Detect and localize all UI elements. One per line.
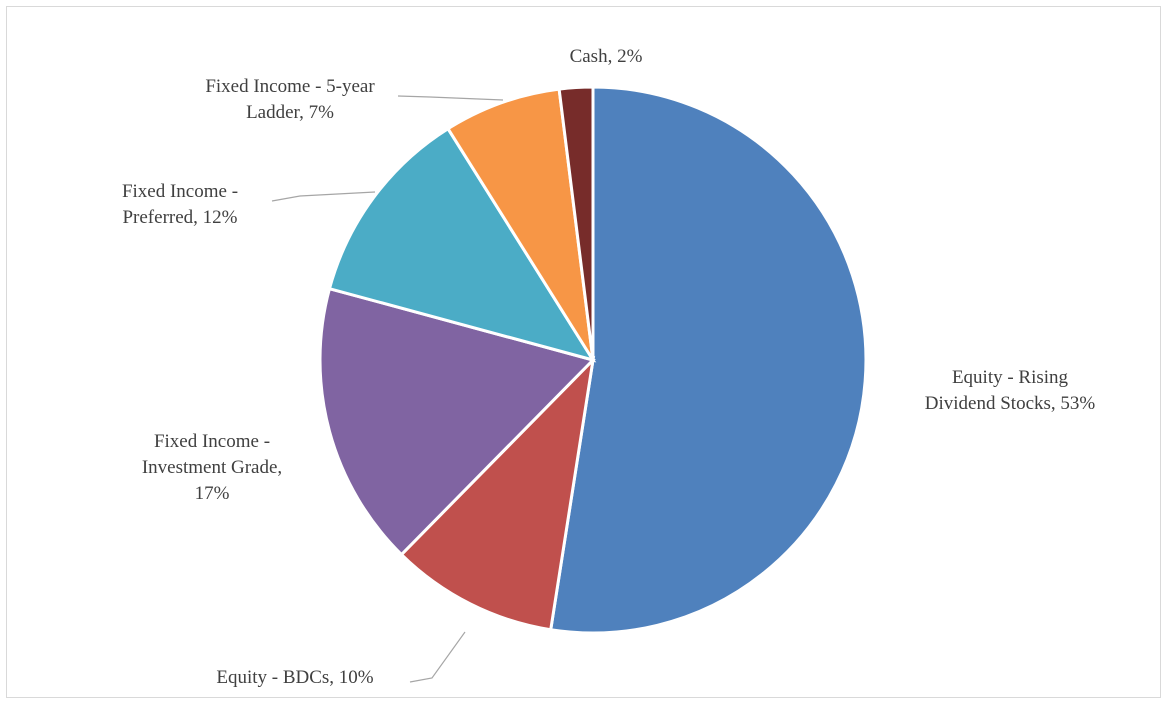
slice-label-3: Fixed Income -Investment Grade, 17% [142, 431, 282, 504]
leader-line-2 [409, 631, 466, 683]
slice-label-5: Fixed Income - 5-year Ladder, 7% [205, 76, 375, 123]
pie-slice-5 [445, 87, 595, 361]
pie-slice-2 [399, 355, 596, 632]
slice-labels: Equity - Rising Dividend Stocks, 53% Equit… [122, 46, 1095, 688]
slice-label-6: Cash, 2% [570, 46, 643, 67]
leader-line-4 [271, 191, 376, 202]
pie-slice-1 [548, 85, 868, 635]
leader-lines [271, 95, 504, 683]
pie-slice-6 [557, 85, 595, 361]
pie-slice-4 [327, 126, 597, 363]
slice-label-4: Fixed Income -Preferred, 12% [122, 181, 238, 228]
pie-slice-3 [318, 286, 596, 557]
pie-slices [318, 85, 868, 635]
leader-line-5 [397, 95, 504, 101]
slice-label-2: Equity - BDCs, 10% [216, 667, 373, 688]
slice-label-1: Equity - Rising Dividend Stocks, 53% [925, 367, 1096, 414]
